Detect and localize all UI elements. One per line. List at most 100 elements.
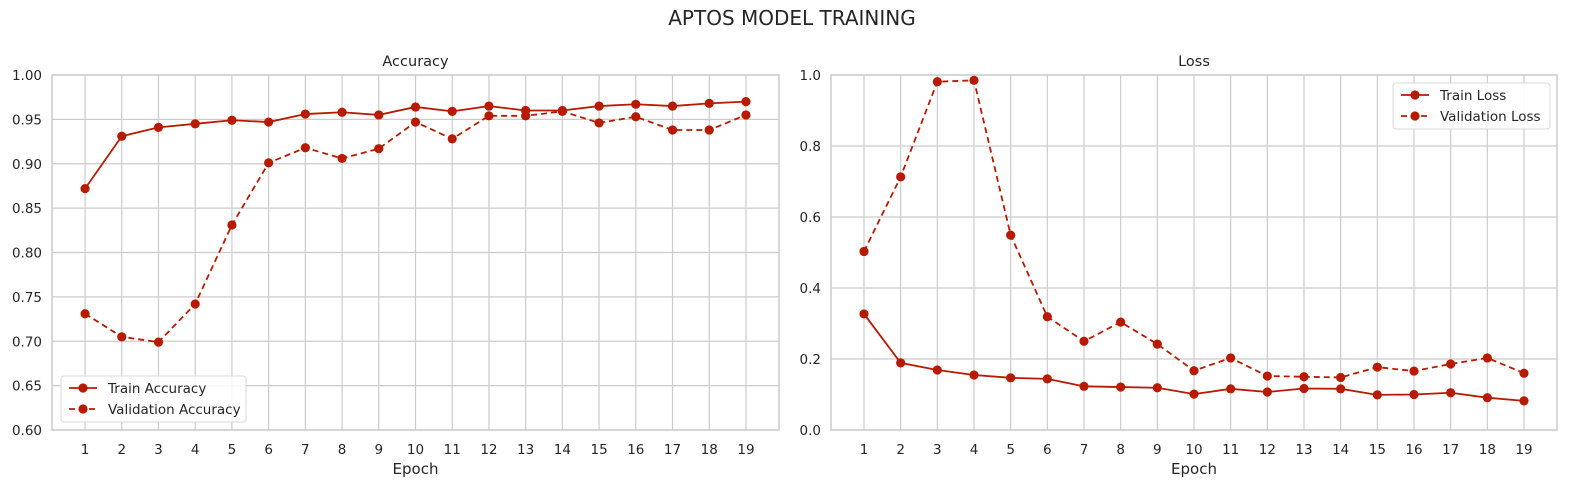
x-tick-label: 1 xyxy=(860,442,869,458)
data-point xyxy=(80,184,90,194)
data-point xyxy=(1079,381,1089,391)
data-point xyxy=(859,309,869,319)
x-tick-label: 15 xyxy=(590,442,607,458)
data-point xyxy=(264,117,274,127)
data-point xyxy=(447,134,457,144)
legend-label: Train Accuracy xyxy=(107,381,206,397)
x-tick-label: 15 xyxy=(1369,442,1386,458)
x-tick-label: 16 xyxy=(1405,442,1422,458)
x-tick-label: 19 xyxy=(737,442,754,458)
data-point xyxy=(153,122,164,132)
x-axis-label: Epoch xyxy=(1171,460,1217,478)
data-point xyxy=(374,110,384,120)
data-point xyxy=(1079,336,1089,346)
y-tick-label: 0.75 xyxy=(12,290,42,306)
x-tick-label: 17 xyxy=(1442,442,1459,458)
data-point xyxy=(631,112,641,122)
x-tick-label: 14 xyxy=(1332,442,1349,458)
y-tick-label: 0.0 xyxy=(800,423,821,439)
axes-title: Accuracy xyxy=(382,54,449,70)
x-tick-label: 1 xyxy=(81,442,90,458)
data-point xyxy=(1299,383,1309,394)
data-point xyxy=(484,101,494,111)
data-point xyxy=(1446,388,1456,398)
data-point xyxy=(969,75,979,85)
data-point xyxy=(741,110,751,120)
data-point xyxy=(1409,389,1419,400)
data-point xyxy=(1226,353,1236,363)
data-point xyxy=(300,143,310,153)
data-point xyxy=(1042,374,1052,384)
x-tick-label: 9 xyxy=(1153,442,1162,458)
x-tick-label: 11 xyxy=(1222,442,1239,458)
data-point xyxy=(969,370,979,380)
data-point xyxy=(1519,396,1529,406)
data-point xyxy=(631,99,641,109)
x-tick-label: 3 xyxy=(933,442,942,458)
y-tick-label: 0.4 xyxy=(800,281,821,297)
x-tick-label: 8 xyxy=(1116,442,1125,458)
data-point xyxy=(1519,368,1529,378)
x-tick-label: 12 xyxy=(1259,442,1276,458)
legend-label: Validation Accuracy xyxy=(108,402,241,418)
data-point xyxy=(1152,339,1162,349)
data-point xyxy=(1006,373,1016,383)
legend-label: Train Loss xyxy=(1439,88,1506,104)
x-tick-label: 16 xyxy=(627,442,644,458)
data-point xyxy=(117,332,127,342)
data-point xyxy=(1446,359,1456,369)
data-point xyxy=(1006,230,1016,240)
legend-box xyxy=(1392,82,1551,130)
data-point xyxy=(1116,317,1126,327)
x-tick-label: 5 xyxy=(1006,442,1015,458)
x-tick-label: 2 xyxy=(117,442,126,458)
x-tick-label: 9 xyxy=(374,442,383,458)
data-point xyxy=(447,106,457,116)
data-point xyxy=(594,118,604,128)
y-tick-label: 0.90 xyxy=(12,157,42,173)
legend-swatch-marker xyxy=(1410,90,1420,100)
x-tick-label: 4 xyxy=(970,442,979,458)
x-tick-label: 19 xyxy=(1515,442,1532,458)
data-point xyxy=(896,172,906,182)
data-point xyxy=(117,131,127,141)
data-point xyxy=(704,98,714,108)
x-tick-label: 7 xyxy=(301,442,310,458)
y-tick-label: 0.65 xyxy=(12,379,42,395)
data-point xyxy=(1372,362,1382,372)
data-point xyxy=(667,125,678,135)
legend-box xyxy=(60,375,247,423)
legend-swatch-marker xyxy=(78,404,88,414)
x-tick-label: 6 xyxy=(1043,442,1052,458)
data-point xyxy=(1299,372,1309,382)
data-point xyxy=(594,101,604,111)
data-point xyxy=(264,158,274,168)
x-tick-label: 18 xyxy=(1479,442,1496,458)
y-tick-label: 0.6 xyxy=(800,210,821,226)
x-tick-label: 14 xyxy=(554,442,571,458)
plot-frame xyxy=(51,74,780,431)
data-point xyxy=(1482,393,1492,403)
figure-title: APTOS MODEL TRAINING xyxy=(668,6,916,30)
data-point xyxy=(190,299,200,309)
data-point xyxy=(1262,371,1272,381)
data-point xyxy=(1226,384,1236,394)
data-point xyxy=(1336,372,1346,383)
data-point xyxy=(300,109,310,119)
data-point xyxy=(704,125,714,135)
data-point xyxy=(227,220,237,230)
data-point xyxy=(557,106,567,116)
data-point xyxy=(932,77,942,87)
data-point xyxy=(337,153,347,164)
y-tick-label: 0.70 xyxy=(12,334,42,350)
x-tick-label: 13 xyxy=(517,442,534,458)
data-point xyxy=(227,115,237,125)
legend-swatch-marker xyxy=(78,383,88,393)
data-point xyxy=(741,97,751,107)
data-point xyxy=(1042,312,1052,322)
y-tick-label: 0.85 xyxy=(12,201,42,217)
x-tick-label: 5 xyxy=(228,442,237,458)
data-point xyxy=(337,107,347,117)
x-tick-label: 4 xyxy=(191,442,200,458)
